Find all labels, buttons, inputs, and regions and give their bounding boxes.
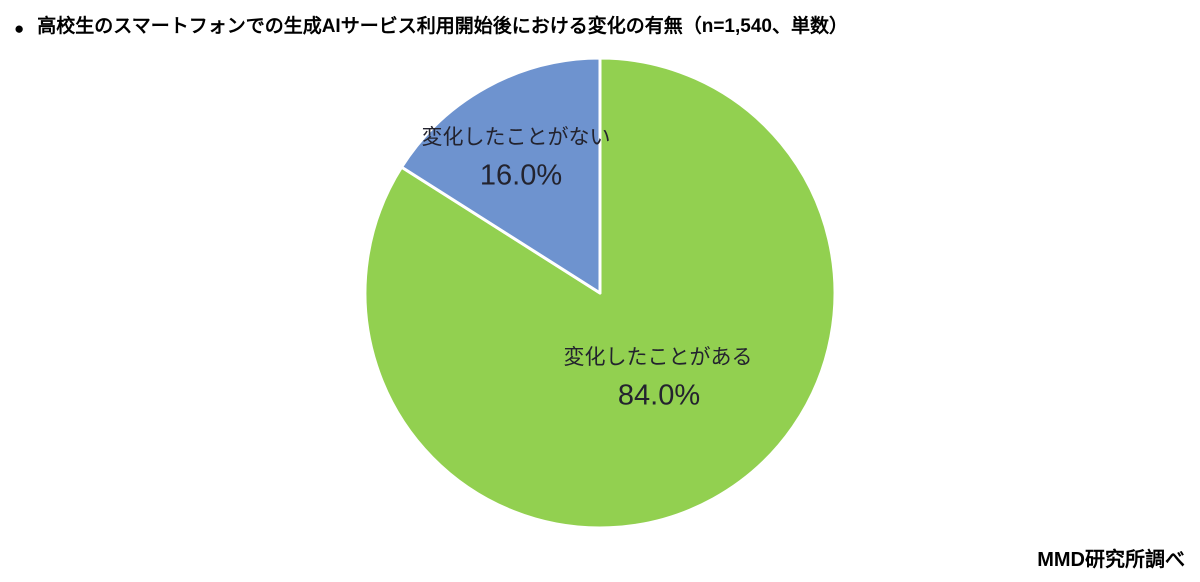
slice-label-changed: 変化したことがある xyxy=(563,346,753,369)
slice-value-changed: 84.0% xyxy=(617,379,701,412)
slice-value-no-change: 16.0% xyxy=(479,159,563,192)
pie-slice-1 xyxy=(400,56,602,295)
bullet-icon: ● xyxy=(14,18,25,38)
slice-label-no-change: 変化したことがない xyxy=(421,126,611,149)
page-title: 高校生のスマートフォンでの生成AIサービス利用開始後における変化の有無（n=1,… xyxy=(37,16,848,37)
source-credit: MMD研究所調べ xyxy=(1037,549,1185,571)
chart-title-row: ● 高校生のスマートフォンでの生成AIサービス利用開始後における変化の有無（n=… xyxy=(14,14,848,40)
